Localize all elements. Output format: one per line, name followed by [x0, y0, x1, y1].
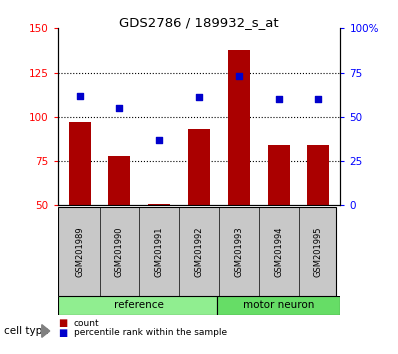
Bar	[58, 296, 217, 315]
Bar	[68, 122, 90, 205]
Text: GSM201992: GSM201992	[195, 226, 203, 276]
Text: GDS2786 / 189932_s_at: GDS2786 / 189932_s_at	[119, 16, 279, 29]
Text: motor neuron: motor neuron	[243, 300, 314, 310]
Point	[315, 96, 322, 102]
Point	[76, 93, 83, 98]
Point	[116, 105, 123, 111]
Text: count: count	[74, 319, 99, 328]
Point	[156, 137, 162, 143]
Text: reference: reference	[114, 300, 164, 310]
Bar	[217, 296, 340, 315]
Text: percentile rank within the sample: percentile rank within the sample	[74, 328, 227, 337]
Text: GSM201993: GSM201993	[234, 226, 243, 277]
Text: GSM201994: GSM201994	[274, 226, 283, 276]
Bar	[108, 156, 131, 205]
Bar	[188, 129, 210, 205]
Text: GSM201990: GSM201990	[115, 226, 124, 276]
Text: GSM201991: GSM201991	[155, 226, 164, 276]
Text: ■: ■	[58, 318, 67, 328]
Point	[196, 95, 202, 100]
Text: ■: ■	[58, 328, 67, 338]
Bar	[148, 204, 170, 205]
Bar	[267, 145, 289, 205]
Bar	[228, 50, 250, 205]
Point	[236, 73, 242, 79]
Text: GSM201995: GSM201995	[314, 226, 323, 276]
Text: cell type: cell type	[4, 326, 49, 336]
Point	[275, 96, 282, 102]
Bar	[308, 145, 330, 205]
Text: GSM201989: GSM201989	[75, 226, 84, 277]
